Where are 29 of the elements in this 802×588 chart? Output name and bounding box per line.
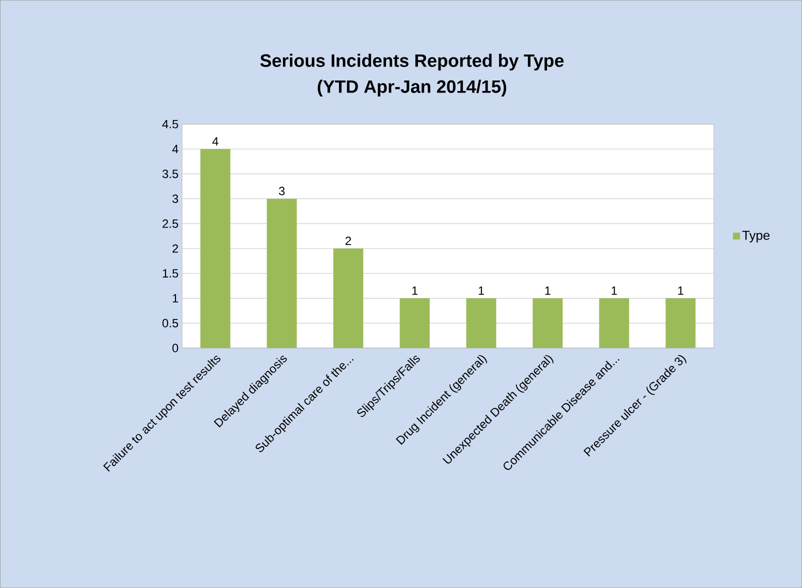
bar (666, 298, 696, 348)
y-tick-label: 1 (172, 294, 178, 302)
data-label: 1 (545, 286, 550, 295)
chart-title: Serious Incidents Reported by Type (260, 54, 564, 70)
bar (599, 298, 630, 348)
chart-subtitle: (YTD Apr-Jan 2014/15) (318, 80, 506, 96)
y-tick-label: 2 (172, 244, 178, 253)
data-label: 1 (678, 286, 684, 295)
y-tick-label: 3 (172, 194, 178, 203)
data-label: 1 (612, 286, 617, 295)
data-label: 1 (478, 286, 484, 295)
data-label: 4 (212, 137, 218, 146)
data-label: 2 (346, 236, 351, 245)
y-tick-label: 4.5 (162, 120, 178, 128)
y-tick-label: 4 (172, 144, 178, 154)
y-tick-label: 2.5 (162, 219, 178, 228)
data-label: 1 (412, 286, 418, 295)
y-tick-label: 0.5 (162, 318, 178, 328)
legend-label: Type (742, 230, 770, 242)
bar (466, 298, 496, 348)
y-tick-label: 3.5 (162, 170, 178, 178)
data-label: 3 (278, 186, 285, 196)
bar (200, 148, 230, 348)
bar (333, 248, 364, 348)
bar (266, 198, 297, 348)
bar (532, 298, 563, 348)
y-tick-label: 0 (172, 344, 178, 352)
bar (400, 298, 430, 348)
y-tick-label: 1.5 (162, 269, 178, 278)
